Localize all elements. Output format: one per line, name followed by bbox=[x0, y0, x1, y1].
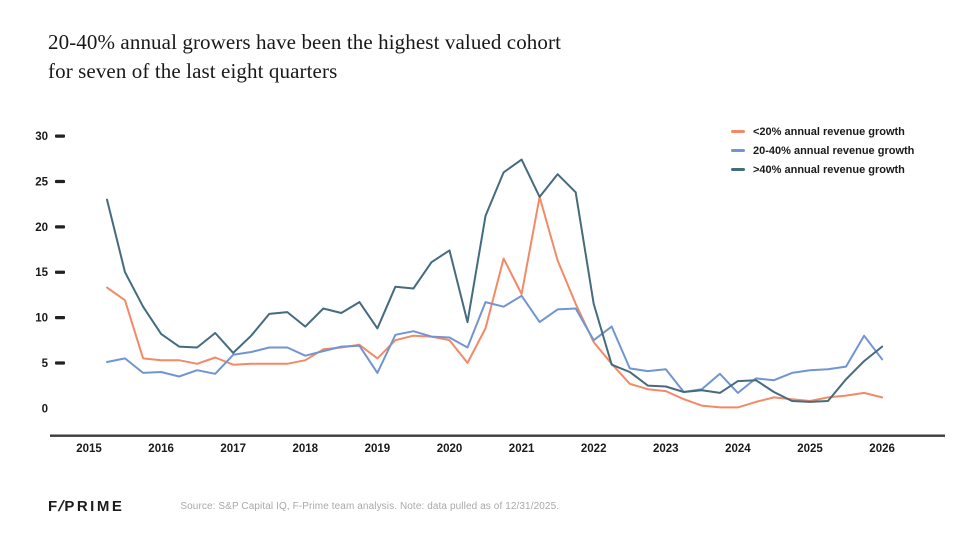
legend: <20% annual revenue growth 20-40% annual… bbox=[731, 122, 914, 179]
y-tick-dash bbox=[55, 134, 65, 138]
y-tick-label: 20 bbox=[35, 222, 48, 234]
y-tick-label: 5 bbox=[42, 358, 49, 370]
legend-label-lt20: <20% annual revenue growth bbox=[753, 125, 905, 138]
y-tick-label: 15 bbox=[35, 267, 48, 279]
y-tick-dash bbox=[55, 179, 65, 184]
series-line-1 bbox=[106, 294, 884, 394]
y-tick-dash bbox=[55, 225, 65, 229]
x-tick-label: 2020 bbox=[437, 443, 463, 455]
y-tick-dash bbox=[55, 361, 65, 365]
legend-item-lt20: <20% annual revenue growth bbox=[731, 122, 914, 141]
x-tick-label: 2018 bbox=[293, 443, 319, 455]
y-tick-label: 25 bbox=[35, 176, 48, 188]
legend-label-gt40: >40% annual revenue growth bbox=[753, 163, 905, 176]
x-tick-label: 2021 bbox=[509, 443, 535, 455]
series-line-0 bbox=[106, 195, 884, 409]
x-tick-label: 2024 bbox=[725, 443, 751, 455]
legend-dash-2040-icon bbox=[731, 149, 745, 152]
chart-title: 20-40% annual growers have been the high… bbox=[48, 28, 561, 86]
y-tick-label: 30 bbox=[35, 131, 48, 143]
y-tick-dash bbox=[55, 270, 65, 274]
source-note: Source: S&P Capital IQ, F-Prime team ana… bbox=[180, 501, 560, 512]
fprime-logo: F/PRIME bbox=[48, 498, 125, 515]
legend-dash-gt40-icon bbox=[731, 168, 745, 171]
chart-title-line2: for seven of the last eight quarters bbox=[48, 58, 338, 83]
x-tick-label: 2016 bbox=[148, 443, 174, 455]
x-axis-line bbox=[50, 434, 945, 437]
y-tick-label: 0 bbox=[42, 403, 48, 415]
y-tick-label: 10 bbox=[35, 313, 48, 325]
y-tick-dash bbox=[55, 316, 65, 320]
x-tick-label: 2019 bbox=[365, 443, 391, 455]
x-tick-label: 2026 bbox=[869, 443, 895, 455]
legend-label-2040: 20-40% annual revenue growth bbox=[753, 144, 915, 157]
x-tick-label: 2015 bbox=[76, 443, 102, 455]
chart-title-line1: 20-40% annual growers have been the high… bbox=[48, 30, 562, 54]
legend-item-2040: 20-40% annual revenue growth bbox=[731, 141, 914, 160]
x-tick-label: 2025 bbox=[797, 443, 823, 455]
x-tick-label: 2017 bbox=[220, 443, 246, 455]
legend-item-gt40: >40% annual revenue growth bbox=[731, 160, 914, 179]
series-line-2 bbox=[106, 158, 884, 403]
footer: F/PRIME Source: S&P Capital IQ, F-Prime … bbox=[48, 498, 559, 515]
legend-dash-lt20-icon bbox=[731, 130, 745, 133]
x-tick-label: 2023 bbox=[653, 443, 679, 455]
x-tick-label: 2022 bbox=[581, 443, 607, 455]
